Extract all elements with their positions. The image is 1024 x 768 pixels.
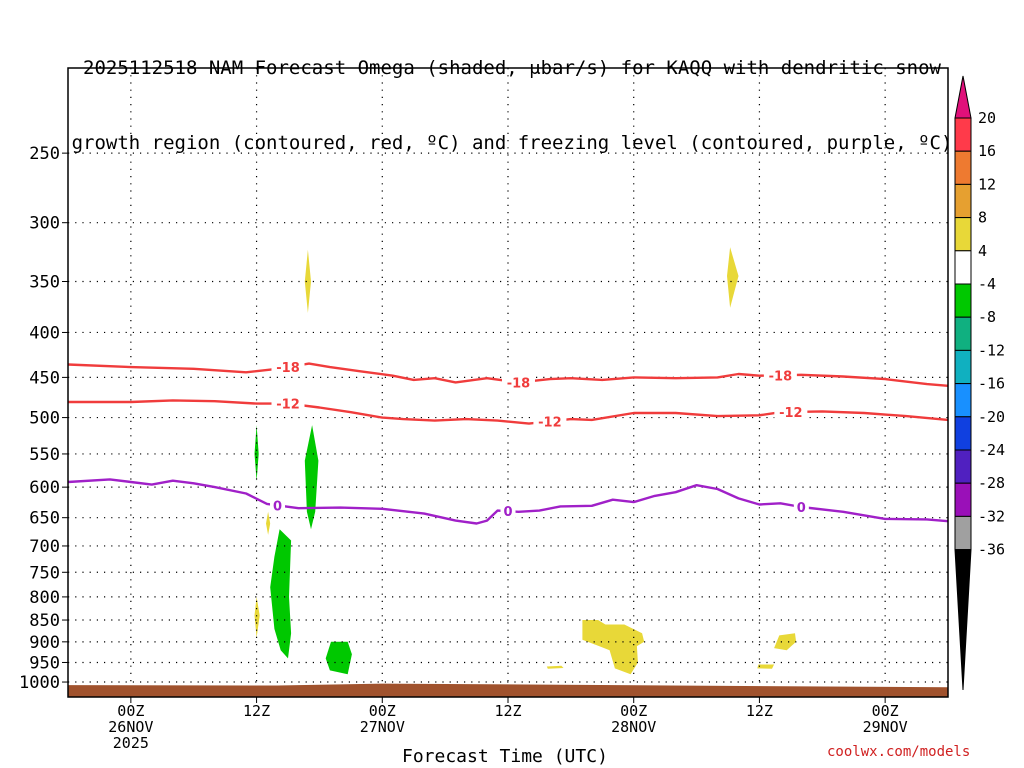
y-tick-label-1: 300	[29, 214, 60, 234]
contour-label-bg-2-2	[793, 498, 809, 515]
omega-shaded-region-1	[727, 247, 739, 308]
y-tick-label-11: 800	[29, 588, 60, 608]
chart-title-line-2: growth region (contoured, red, ºC) and f…	[71, 132, 953, 154]
y-tick-label-10: 750	[29, 563, 60, 583]
omega-shaded-region-0	[304, 249, 311, 313]
colorbar-label-12: -32	[978, 507, 1005, 525]
x-tick-label-3-0: 12Z	[494, 702, 521, 720]
colorbar-label-3: 8	[978, 209, 987, 227]
x-tick-label-0-0: 00Z	[117, 702, 144, 720]
y-tick-label-8: 650	[29, 509, 60, 529]
contour-line-1	[68, 399, 948, 425]
colorbar-label-0: 20	[978, 109, 996, 127]
x-tick-label-0-2: 2025	[113, 734, 149, 752]
y-tick-label-2: 350	[29, 273, 60, 293]
colorbar-segment-0	[954, 117, 972, 152]
colorbar-label-2: 12	[978, 175, 996, 193]
omega-shaded-region-10	[774, 633, 797, 651]
contour-label-2-2: 0	[797, 501, 806, 516]
colorbar-bottom-arrow	[954, 549, 972, 691]
omega-shaded-region-7	[325, 641, 352, 675]
omega-shaded-region-6	[254, 596, 260, 638]
contour-label-1-0: -12	[276, 398, 300, 413]
contour-label-bg-2-0	[270, 497, 286, 514]
colorbar-label-5: -4	[978, 275, 996, 293]
contour-label-0-0: -18	[276, 361, 300, 376]
y-tick-label-9: 700	[29, 537, 60, 557]
omega-shaded-region-3	[266, 511, 271, 535]
y-tick-label-0: 250	[29, 144, 60, 164]
contour-label-1-1: -12	[538, 415, 562, 430]
colorbar-label-6: -8	[978, 308, 996, 326]
watermark: coolwx.com/models	[827, 744, 971, 760]
colorbar-label-1: 16	[978, 142, 996, 160]
x-tick-label-6-1: 29NOV	[863, 718, 908, 736]
terrain-band	[68, 683, 948, 697]
omega-shaded-region-8	[582, 620, 645, 675]
colorbar-segment-12	[954, 515, 972, 551]
colorbar-label-10: -24	[978, 441, 1005, 459]
x-tick-label-5-0: 12Z	[746, 702, 773, 720]
contour-label-2-1: 0	[503, 505, 512, 520]
contour-label-bg-2-1	[500, 503, 516, 520]
x-tick-label-2-0: 00Z	[369, 702, 396, 720]
colorbar-label-13: -36	[978, 541, 1005, 559]
colorbar-label-9: -20	[978, 408, 1005, 426]
y-tick-label-3: 400	[29, 323, 60, 343]
colorbar-segment-1	[954, 150, 972, 185]
contour-label-bg-0-2	[763, 367, 797, 384]
y-tick-label-15: 1000	[19, 673, 60, 693]
x-axis-label: Forecast Time (UTC)	[402, 746, 608, 767]
x-tick-label-0-1: 26NOV	[108, 718, 153, 736]
colorbar-segment-2	[954, 183, 972, 219]
colorbar-segment-6	[954, 316, 972, 351]
contour-label-bg-1-2	[774, 404, 808, 421]
colorbar-segment-8	[954, 383, 972, 418]
colorbar-segment-10	[954, 449, 972, 484]
contour-line-2	[68, 478, 948, 525]
x-tick-label-4-0: 00Z	[620, 702, 647, 720]
contour-label-bg-1-1	[533, 413, 567, 430]
omega-shaded-region-5	[270, 529, 292, 659]
colorbar-label-7: -12	[978, 341, 1005, 359]
omega-shaded-region-9	[546, 665, 564, 669]
colorbar-label-11: -28	[978, 474, 1005, 492]
x-tick-label-4-1: 28NOV	[611, 718, 656, 736]
x-tick-label-1-0: 12Z	[243, 702, 270, 720]
y-tick-label-4: 450	[29, 368, 60, 388]
y-tick-label-12: 850	[29, 611, 60, 631]
contour-label-1-2: -12	[779, 406, 803, 421]
y-tick-label-5: 500	[29, 409, 60, 429]
colorbar-label-4: 4	[978, 242, 987, 260]
contour-label-0-1: -18	[507, 376, 531, 391]
y-tick-label-13: 900	[29, 633, 60, 653]
colorbar-top-arrow	[954, 75, 972, 119]
colorbar-label-8: -16	[978, 375, 1005, 393]
colorbar-segment-11	[954, 482, 972, 517]
colorbar-segment-3	[954, 217, 972, 252]
y-tick-label-14: 950	[29, 653, 60, 673]
omega-shaded-region-4	[304, 425, 319, 530]
contour-label-2-0: 0	[273, 499, 282, 514]
omega-shaded-region-11	[757, 664, 775, 669]
colorbar-segment-9	[954, 416, 972, 451]
contour-label-bg-0-1	[501, 374, 535, 391]
contour-label-0-2: -18	[769, 369, 793, 384]
contour-label-bg-0-0	[271, 359, 305, 376]
contour-label-bg-1-0	[271, 395, 305, 412]
x-tick-label-6-0: 00Z	[872, 702, 899, 720]
colorbar-segment-4	[954, 250, 972, 285]
colorbar-segment-5	[954, 283, 972, 318]
y-tick-label-6: 550	[29, 445, 60, 465]
omega-shaded-region-2	[254, 425, 259, 481]
y-tick-label-7: 600	[29, 478, 60, 498]
colorbar-segment-7	[954, 349, 972, 385]
x-tick-label-2-1: 27NOV	[360, 718, 405, 736]
